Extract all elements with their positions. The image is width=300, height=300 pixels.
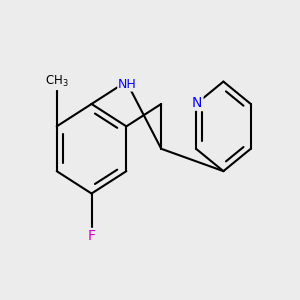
Text: F: F [88, 229, 95, 243]
Text: N: N [192, 96, 202, 110]
Text: NH: NH [118, 78, 137, 91]
Text: CH$_3$: CH$_3$ [45, 74, 68, 89]
